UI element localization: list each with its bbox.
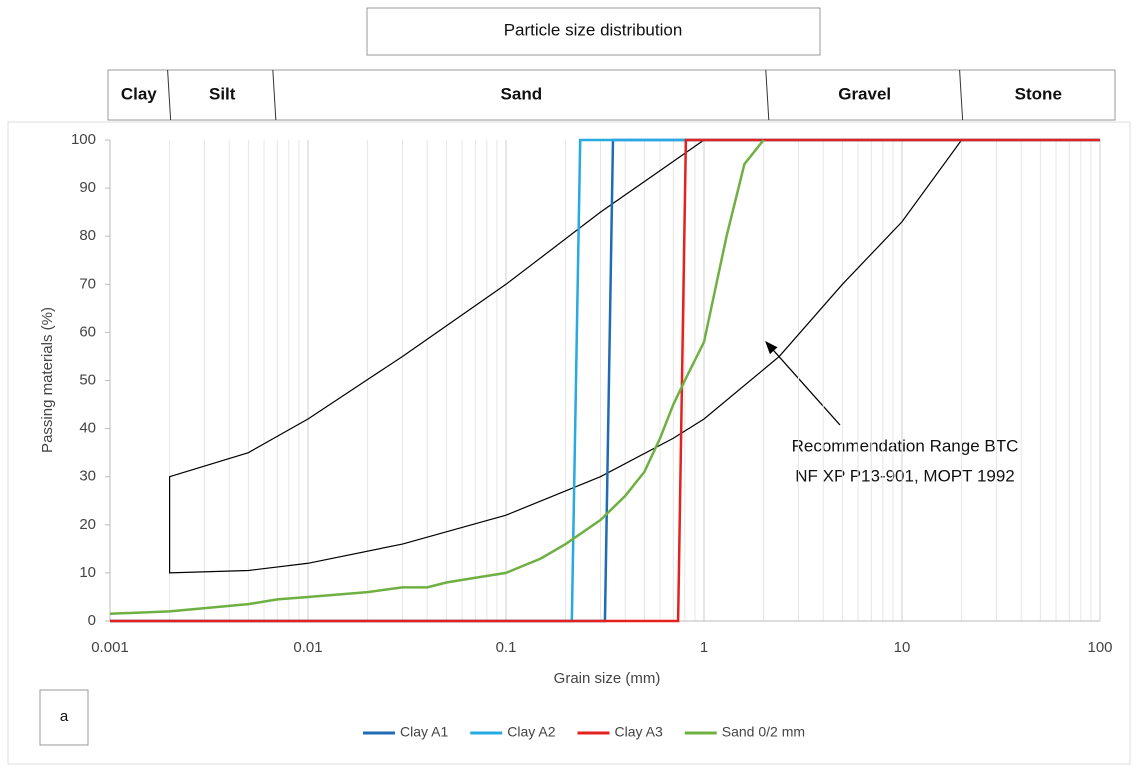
- legend-label: Clay A3: [615, 724, 663, 740]
- class-divider: [959, 69, 964, 121]
- class-label: Silt: [209, 84, 236, 103]
- annotation-arrow: [765, 341, 841, 426]
- x-tick-label: 0.001: [91, 639, 129, 656]
- class-row: [107, 69, 1116, 121]
- series-line: [109, 139, 765, 616]
- annotation: Recommendation Range BTC: [792, 436, 1019, 455]
- class-label: Gravel: [838, 84, 891, 103]
- x-tick-label: 100: [1087, 639, 1112, 656]
- legend-label: Clay A1: [400, 724, 448, 740]
- series-line: [110, 138, 1100, 623]
- x-tick-label: 0.1: [496, 639, 517, 656]
- y-tick-label: 40: [79, 420, 96, 437]
- y-tick-label: 70: [79, 275, 96, 292]
- y-tick-label: 30: [79, 468, 96, 485]
- envelope: [169, 139, 963, 574]
- chart-frame: [7, 121, 1131, 765]
- y-tick-label: 100: [71, 131, 96, 148]
- x-tick-label: 1: [700, 639, 708, 656]
- x-axis-title: Grain size (mm): [554, 670, 661, 687]
- y-tick-label: 50: [79, 371, 96, 388]
- y-tick-label: 10: [79, 564, 96, 581]
- class-divider: [765, 69, 770, 121]
- legend-label: Sand 0/2 mm: [722, 724, 805, 740]
- x-tick-label: 10: [894, 639, 911, 656]
- class-divider: [167, 69, 172, 121]
- class-label: Sand: [501, 84, 543, 103]
- y-tick-label: 60: [79, 323, 96, 340]
- panel-label-box: [39, 689, 89, 746]
- y-tick-label: 0: [88, 612, 96, 629]
- y-tick-label: 80: [79, 227, 96, 244]
- class-divider: [272, 69, 277, 121]
- class-label: Stone: [1015, 84, 1062, 103]
- title-box: [366, 7, 821, 56]
- series-line: [110, 138, 1100, 623]
- annotation: NF XP P13-901, MOPT 1992: [795, 466, 1015, 485]
- y-tick-label: 90: [79, 179, 96, 196]
- panel-label: a: [60, 708, 69, 725]
- chart-title: Particle size distribution: [504, 20, 683, 39]
- y-tick-label: 20: [79, 516, 96, 533]
- legend-label: Clay A2: [507, 724, 555, 740]
- y-axis-title: Passing materials (%): [39, 307, 56, 453]
- x-tick-label: 0.01: [293, 639, 322, 656]
- class-label: Clay: [121, 84, 157, 103]
